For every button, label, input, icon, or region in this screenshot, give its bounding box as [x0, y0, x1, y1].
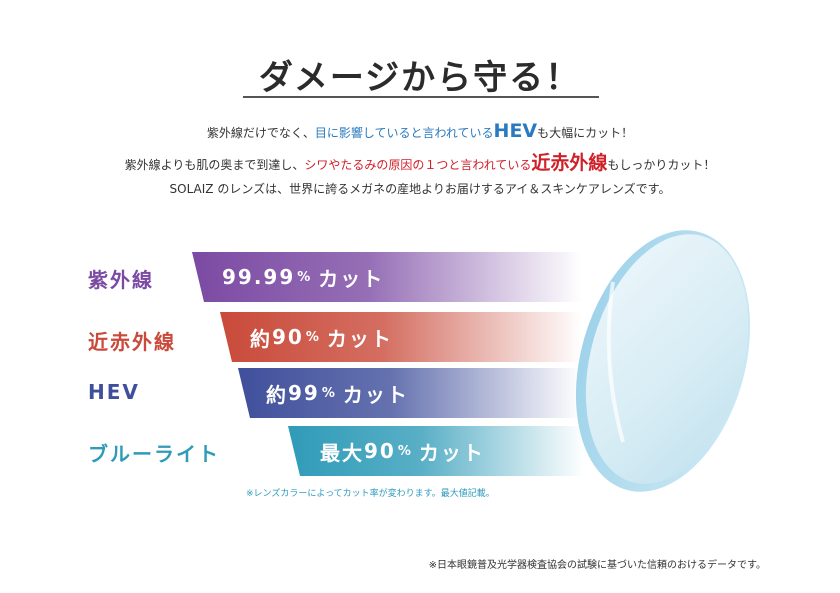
cut-band-blue-light: 最大 90% カット — [288, 426, 584, 476]
intro-line-1: 紫外線だけでなく、目に影響していると言われているHEVも大幅にカット！ — [0, 120, 840, 142]
row-label-nir: 近赤外線 — [88, 330, 176, 354]
cut-band-hev-value: 99 — [288, 381, 320, 405]
intro-line-2-part-b: シワやたるみの原因の１つと言われている — [304, 158, 532, 172]
row-label-hev: HEV — [88, 380, 140, 404]
intro-line-2-part-d: もしっかりカット！ — [607, 158, 716, 172]
intro-line-3: SOLAIZ のレンズは、世界に誇るメガネの産地よりお届けするアイ＆スキンケアレ… — [169, 182, 671, 196]
cut-band-nir-unit: % — [305, 329, 321, 345]
row-label-uv: 紫外線 — [88, 268, 154, 292]
cut-band-nir: 約 90% カット — [220, 312, 582, 362]
cut-band-nir-value: 90 — [272, 325, 304, 349]
cut-band-uv-suffix: カット — [318, 266, 385, 291]
cut-band-hev-suffix: カット — [342, 382, 409, 407]
cut-band-hev-prefix: 約 — [266, 382, 288, 407]
intro-line-1-part-b: 目に影響していると言われている — [314, 126, 494, 140]
intro-line-2-part-a: 紫外線よりも肌の奥まで到達し、 — [124, 158, 305, 172]
cut-band-blue-light-unit: % — [397, 443, 413, 459]
cut-band-blue-light-prefix: 最大 — [320, 440, 364, 465]
cut-band-hev: 約 99% カット — [238, 368, 580, 418]
cut-band-nir-suffix: カット — [326, 326, 393, 351]
cut-band-hev-unit: % — [321, 385, 337, 401]
lens-image — [575, 230, 751, 492]
page-title: ダメージから守る！ — [258, 58, 582, 98]
cut-band-uv: 99.99% カット — [192, 252, 582, 302]
cut-band-uv-value: 99.99 — [222, 265, 296, 289]
intro-line-2: 紫外線よりも肌の奥まで到達し、シワやたるみの原因の１つと言われている近赤外線もし… — [0, 148, 840, 175]
cut-band-uv-unit: % — [297, 269, 313, 285]
lens-color-note: ※レンズカラーによってカット率が変わります。最大値記載。 — [246, 489, 495, 499]
intro-line-1-hev: HEV — [493, 120, 538, 142]
source-note: ※日本眼鏡普及光学器検査協会の試験に基づいた信頼のおけるデータです。 — [428, 560, 766, 571]
intro-line-1-part-a: 紫外線だけでなく、 — [206, 126, 315, 140]
row-label-blue-light: ブルーライト — [88, 442, 220, 466]
cut-band-blue-light-suffix: カット — [418, 440, 485, 465]
intro-line-2-nir: 近赤外線 — [531, 152, 608, 174]
intro-line-1-part-d: も大幅にカット！ — [537, 126, 634, 140]
title-underline — [243, 96, 599, 98]
cut-band-nir-prefix: 約 — [250, 326, 272, 351]
cut-band-blue-light-value: 90 — [364, 439, 396, 463]
